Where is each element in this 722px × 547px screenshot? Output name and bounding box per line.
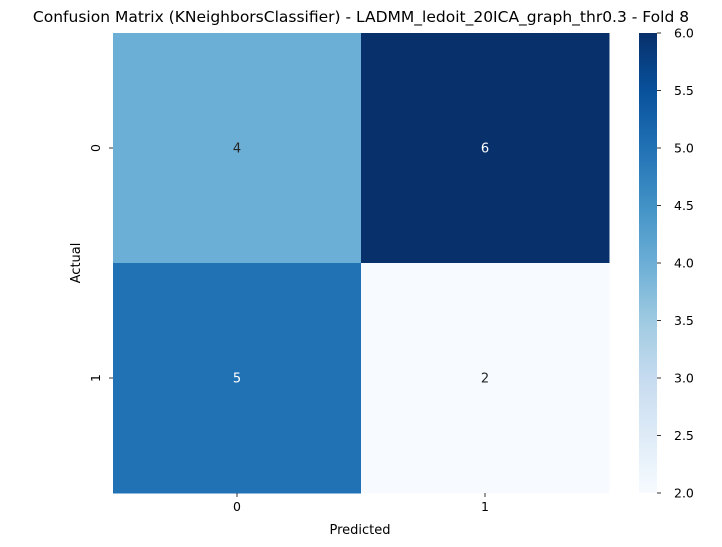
colorbar-tick-label-3: 3.5	[674, 313, 694, 328]
heatmap-grid: 4 6 5 2	[113, 33, 610, 494]
x-axis-label: Predicted	[329, 523, 390, 538]
cell-value-0-1: 6	[481, 142, 489, 157]
colorbar-tick-label-7: 5.5	[674, 83, 694, 98]
cell-value-1-1: 2	[481, 372, 489, 387]
colorbar-tick-label-6: 5.0	[674, 141, 694, 156]
heatmap-cell-1-1	[361, 263, 610, 494]
colorbar-tick-label-5: 4.5	[674, 198, 694, 213]
colorbar-tick-label-2: 3.0	[674, 371, 694, 386]
colorbar-tick-label-1: 2.5	[674, 428, 694, 443]
x-tick-label-0: 0	[233, 499, 241, 514]
y-tick-label-1: 1	[88, 374, 103, 382]
colorbar-ticks: 2.0 2.5 3.0 3.5 4.0 4.5 5.0 5.5 6.0	[657, 26, 694, 501]
y-tick-label-0: 0	[88, 144, 103, 152]
y-axis-label: Actual	[69, 243, 84, 284]
chart-title: Confusion Matrix (KNeighborsClassifier) …	[33, 8, 689, 27]
colorbar-tick-label-4: 4.0	[674, 256, 694, 271]
x-tick-label-1: 1	[481, 499, 489, 514]
colorbar-tick-label-8: 6.0	[674, 26, 694, 41]
heatmap-cell-0-1	[361, 33, 610, 264]
heatmap-cell-1-0	[113, 263, 362, 494]
heatmap-cell-0-0	[113, 33, 362, 264]
colorbar-tick-label-0: 2.0	[674, 486, 694, 501]
cell-value-0-0: 4	[233, 142, 241, 157]
cell-value-1-0: 5	[233, 372, 241, 387]
y-axis-ticks: 01	[88, 144, 113, 382]
colorbar	[639, 33, 657, 493]
